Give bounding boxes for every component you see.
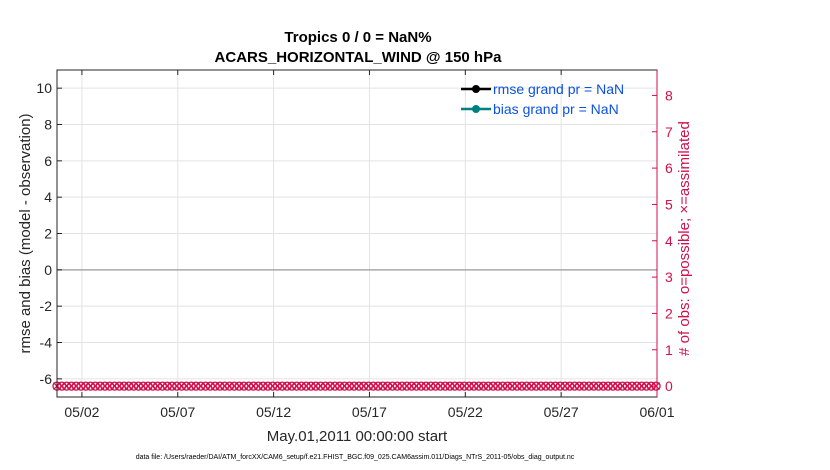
- y-right-tick-label: 0: [665, 378, 673, 394]
- y-axis-left-ticks: 10 8 6 4 2 0 -2 -4 -6: [36, 80, 62, 387]
- y-right-tick-label: 2: [665, 305, 673, 321]
- x-tick-label: 05/17: [352, 404, 387, 420]
- y-axis-right-ticks: 8 7 6 5 4 3 2 1 0: [652, 70, 673, 397]
- y-tick-label: 0: [44, 262, 52, 278]
- x-tick-label: 05/22: [448, 404, 483, 420]
- y-right-tick-label: 3: [665, 269, 673, 285]
- x-axis-label: May.01,2011 00:00:00 start: [267, 428, 448, 445]
- x-tick-label: 06/01: [639, 404, 674, 420]
- y-tick-label: -4: [40, 335, 53, 351]
- y-axis-left-label: rmse and bias (model - observation): [17, 113, 34, 353]
- y-tick-label: 2: [44, 226, 52, 242]
- y-right-tick-label: 7: [665, 124, 673, 140]
- legend: rmse grand pr = NaN bias grand pr = NaN: [461, 81, 624, 117]
- grid-lines: [57, 70, 658, 397]
- y-tick-label: -2: [40, 298, 53, 314]
- x-tick-label: 05/02: [64, 404, 99, 420]
- x-tick-label: 05/07: [160, 404, 195, 420]
- x-tick-label: 05/27: [544, 404, 579, 420]
- y-right-tick-label: 4: [665, 233, 673, 249]
- data-file-footer: data file: /Users/raeder/DAI/ATM_forcXX/…: [136, 454, 575, 461]
- x-tick-label: 05/12: [256, 404, 291, 420]
- y-right-tick-label: 1: [665, 342, 673, 358]
- legend-marker: [472, 105, 480, 113]
- legend-marker: [472, 85, 480, 93]
- y-tick-label: 4: [44, 189, 52, 205]
- y-axis-right-label: # of obs: o=possible; ×=assimilated: [676, 121, 693, 356]
- y-tick-label: 10: [36, 80, 52, 96]
- chart-title-line-1: Tropics 0 / 0 = NaN%: [284, 29, 431, 46]
- y-tick-label: -6: [40, 371, 53, 387]
- y-right-tick-label: 8: [665, 87, 673, 103]
- legend-label: rmse grand pr = NaN: [493, 81, 624, 97]
- y-tick-label: 8: [44, 117, 52, 133]
- y-right-tick-label: 6: [665, 160, 673, 176]
- legend-label: bias grand pr = NaN: [493, 101, 619, 117]
- obs-count-markers: [52, 381, 661, 391]
- chart-title-line-2: ACARS_HORIZONTAL_WIND @ 150 hPa: [215, 49, 503, 66]
- x-axis-ticks: 05/02 05/07 05/12 05/17 05/22 05/27 06/01: [64, 70, 675, 420]
- y-tick-label: 6: [44, 153, 52, 169]
- y-right-tick-label: 5: [665, 196, 673, 212]
